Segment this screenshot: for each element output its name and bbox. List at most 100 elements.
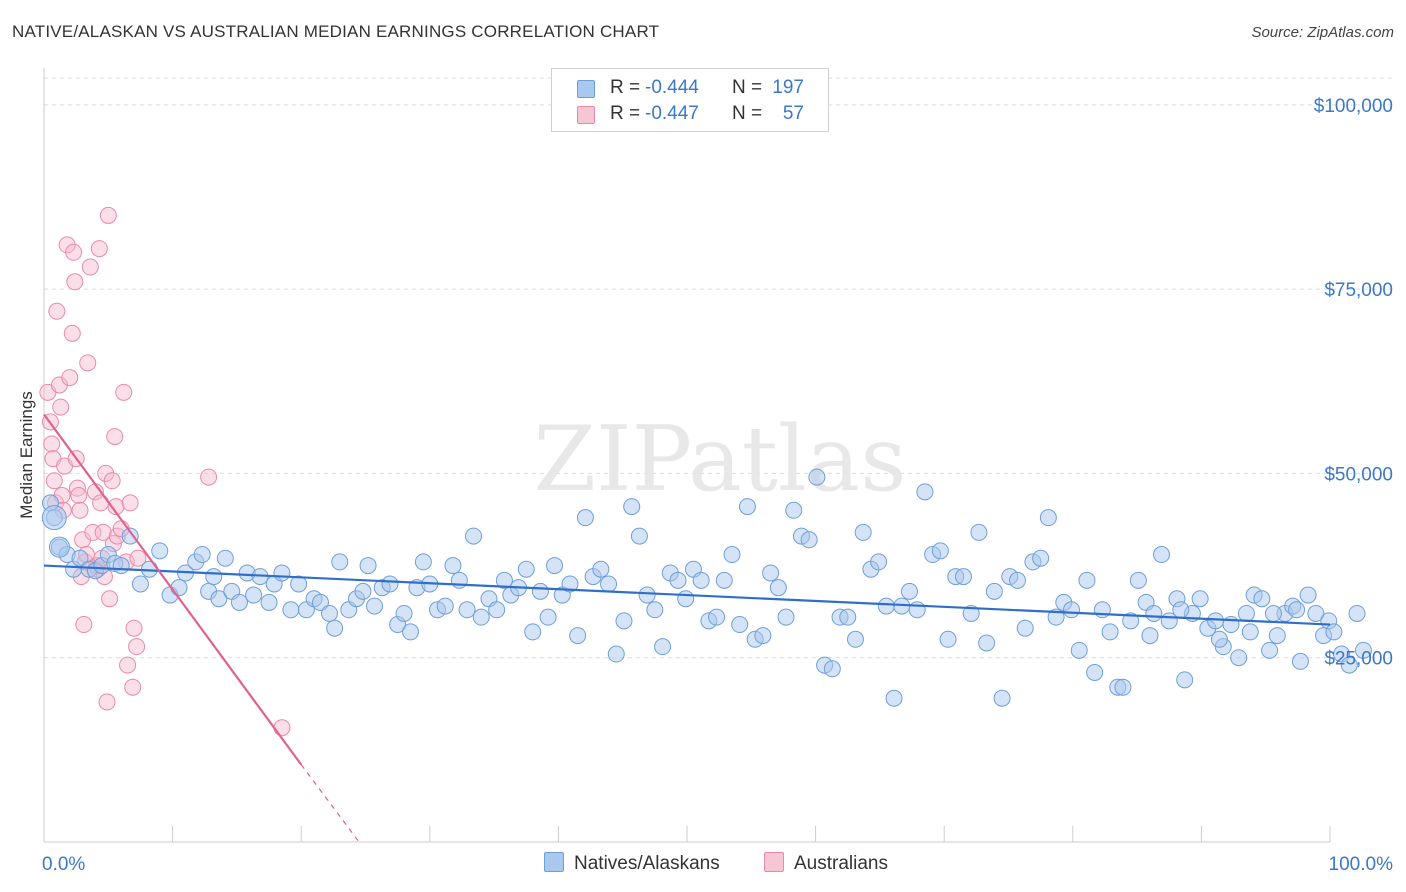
data-point — [916, 483, 934, 501]
y-tick-label: $25,000 — [1324, 649, 1393, 670]
data-point — [692, 571, 710, 589]
data-point — [151, 542, 169, 560]
data-point — [326, 619, 344, 637]
data-point — [561, 575, 579, 593]
data-point — [260, 593, 278, 611]
data-point — [115, 383, 133, 401]
data-point — [119, 656, 137, 674]
data-point — [63, 324, 81, 342]
data-point — [908, 601, 926, 619]
x-tick-labels: 0.0% 100.0% — [42, 854, 1393, 875]
data-point — [193, 546, 211, 564]
data-point — [1086, 663, 1104, 681]
australians-points — [39, 206, 291, 737]
data-point — [839, 608, 857, 626]
data-point — [124, 678, 142, 696]
data-point — [359, 557, 377, 575]
data-point — [731, 616, 749, 634]
data-point — [1210, 630, 1228, 648]
data-point — [1261, 641, 1279, 659]
legend-n-value: 57 — [782, 103, 804, 124]
data-point — [129, 549, 147, 567]
data-point — [1129, 571, 1147, 589]
data-point — [41, 505, 67, 531]
data-point — [495, 571, 513, 589]
data-point — [623, 498, 641, 516]
data-point — [754, 627, 772, 645]
data-point — [738, 498, 756, 516]
data-point — [1141, 627, 1159, 645]
data-point — [1009, 571, 1027, 589]
data-point — [517, 560, 535, 578]
data-point — [715, 571, 733, 589]
data-point — [654, 638, 672, 656]
data-point — [615, 612, 633, 630]
data-point — [273, 564, 291, 582]
data-point — [1230, 649, 1248, 667]
data-point — [1268, 627, 1286, 645]
data-point — [1039, 509, 1057, 527]
data-point — [638, 586, 656, 604]
legend-row-australians: R = -0.447 N = 57 — [552, 101, 828, 127]
data-point — [569, 627, 587, 645]
data-point — [170, 579, 188, 597]
data-point — [290, 575, 308, 593]
data-point — [131, 575, 149, 593]
x-tick-label: 0.0% — [42, 854, 85, 875]
data-point — [94, 523, 112, 541]
data-point — [607, 645, 625, 663]
data-point — [48, 302, 66, 320]
legend-swatch-pink — [577, 106, 595, 124]
data-point — [1114, 678, 1132, 696]
legend-label-natives: Natives/Alaskans — [574, 853, 720, 874]
data-point — [395, 604, 413, 622]
data-point — [45, 472, 63, 490]
data-point — [708, 608, 726, 626]
data-point — [128, 638, 146, 656]
data-point — [1070, 641, 1088, 659]
y-tick-labels: $25,000 $50,000 $75,000 $100,000 — [1314, 96, 1393, 670]
trend-line-australians — [43, 413, 303, 766]
data-point — [592, 560, 610, 578]
data-point — [75, 616, 93, 634]
data-point — [354, 582, 372, 600]
data-point — [1348, 604, 1366, 622]
data-point — [1145, 604, 1163, 622]
legend-r-value: -0.447 — [645, 103, 699, 124]
legend-r-value: -0.444 — [645, 77, 699, 98]
data-point — [1063, 601, 1081, 619]
data-point — [48, 536, 70, 558]
data-point — [1325, 623, 1343, 641]
data-point — [121, 527, 139, 545]
data-point — [1340, 656, 1358, 674]
legend-item-australians: Australians — [764, 852, 888, 875]
data-point — [101, 590, 119, 608]
data-point — [66, 273, 84, 291]
data-point — [90, 240, 108, 258]
data-point — [677, 590, 695, 608]
data-point — [962, 604, 980, 622]
data-point — [546, 557, 564, 575]
data-point — [210, 590, 228, 608]
data-point — [723, 546, 741, 564]
natives-points — [41, 468, 1372, 707]
data-point — [777, 608, 795, 626]
data-point — [414, 553, 432, 571]
data-point — [472, 608, 490, 626]
data-point — [366, 597, 384, 615]
data-point — [320, 604, 338, 622]
data-point — [230, 593, 248, 611]
legend-label-australians: Australians — [794, 853, 888, 874]
source-label: Source: ZipAtlas.com — [1251, 24, 1394, 41]
data-point — [1288, 601, 1306, 619]
data-point — [1237, 604, 1255, 622]
data-point — [311, 593, 329, 611]
data-point — [43, 435, 61, 453]
data-point — [81, 258, 99, 276]
data-point — [1153, 546, 1171, 564]
watermark: ZIPatlas — [533, 407, 906, 512]
data-point — [985, 582, 1003, 600]
data-point — [600, 575, 618, 593]
data-point — [71, 501, 89, 519]
